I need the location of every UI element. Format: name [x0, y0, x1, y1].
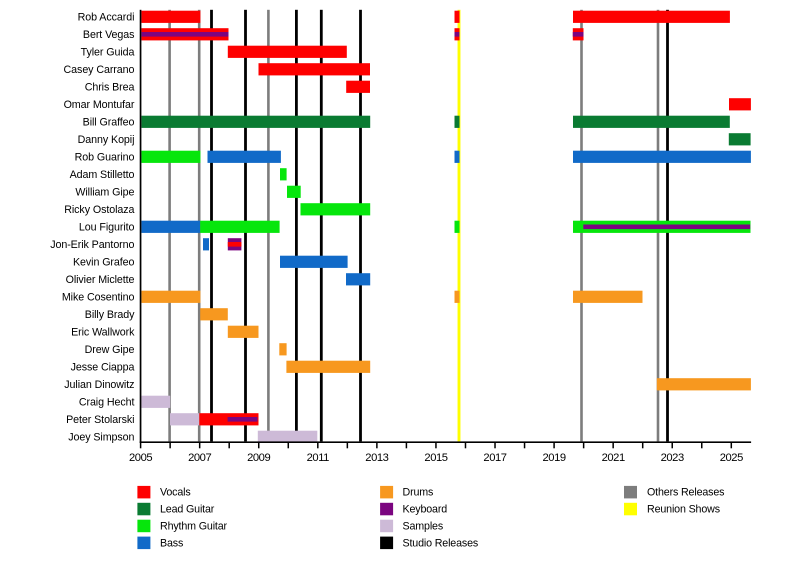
svg-text:2011: 2011 — [307, 452, 330, 464]
svg-text:Kevin Grafeo: Kevin Grafeo — [73, 257, 135, 269]
svg-text:Lead Guitar: Lead Guitar — [160, 504, 215, 516]
svg-text:Keyboard: Keyboard — [403, 504, 448, 516]
svg-text:Joey Simpson: Joey Simpson — [68, 432, 134, 444]
svg-text:Tyler Guida: Tyler Guida — [81, 47, 135, 59]
svg-text:Olivier Miclette: Olivier Miclette — [66, 274, 135, 286]
svg-text:Reunion Shows: Reunion Shows — [647, 504, 720, 516]
svg-text:2015: 2015 — [424, 452, 447, 464]
svg-text:Jesse Ciappa: Jesse Ciappa — [71, 362, 135, 374]
svg-text:Julian Dinowitz: Julian Dinowitz — [64, 379, 134, 391]
svg-text:Mike Cosentino: Mike Cosentino — [62, 292, 135, 304]
svg-text:Bill Graffeo: Bill Graffeo — [83, 117, 135, 129]
svg-text:Billy Brady: Billy Brady — [85, 309, 135, 321]
svg-text:Chris Brea: Chris Brea — [85, 82, 135, 94]
svg-text:Omar Montufar: Omar Montufar — [64, 99, 135, 111]
svg-text:2025: 2025 — [720, 452, 743, 464]
svg-text:2017: 2017 — [483, 452, 506, 464]
svg-text:Craig Hecht: Craig Hecht — [79, 397, 135, 409]
svg-text:Adam Stilletto: Adam Stilletto — [70, 169, 135, 181]
svg-text:Rob Guarino: Rob Guarino — [75, 152, 135, 164]
svg-text:Lou Figurito: Lou Figurito — [79, 222, 135, 234]
svg-text:Drew Gipe: Drew Gipe — [85, 344, 135, 356]
svg-text:Vocals: Vocals — [160, 487, 191, 499]
svg-text:Peter Stolarski: Peter Stolarski — [66, 414, 134, 426]
svg-text:2007: 2007 — [188, 452, 211, 464]
svg-text:Bert Vegas: Bert Vegas — [83, 29, 134, 41]
svg-text:Rob Accardi: Rob Accardi — [78, 12, 135, 24]
svg-text:Jon-Erik Pantorno: Jon-Erik Pantorno — [50, 239, 134, 251]
svg-text:Studio Releases: Studio Releases — [403, 537, 479, 549]
svg-text:2013: 2013 — [365, 452, 388, 464]
svg-text:Bass: Bass — [160, 537, 183, 549]
svg-text:Others Releases: Others Releases — [647, 487, 724, 499]
svg-text:2005: 2005 — [129, 452, 152, 464]
svg-text:Eric Wallwork: Eric Wallwork — [71, 327, 135, 339]
svg-text:Danny Kopij: Danny Kopij — [78, 134, 135, 146]
svg-text:William Gipe: William Gipe — [75, 187, 134, 199]
svg-text:Drums: Drums — [403, 487, 434, 499]
svg-text:2009: 2009 — [247, 452, 270, 464]
svg-text:2023: 2023 — [661, 452, 684, 464]
svg-text:Ricky Ostolaza: Ricky Ostolaza — [64, 204, 134, 216]
svg-text:Rhythm Guitar: Rhythm Guitar — [160, 520, 228, 532]
svg-text:Casey Carrano: Casey Carrano — [64, 64, 135, 76]
svg-text:Samples: Samples — [403, 520, 444, 532]
svg-text:2019: 2019 — [542, 452, 565, 464]
svg-text:2021: 2021 — [602, 452, 625, 464]
